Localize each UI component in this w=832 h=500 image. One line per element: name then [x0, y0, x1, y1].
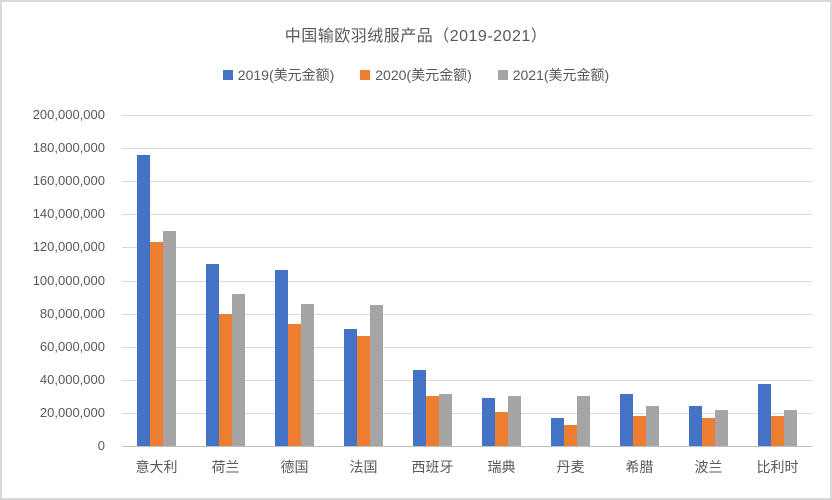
bar-法国-2019 — [344, 329, 358, 446]
y-axis-tick-label: 20,000,000 — [39, 404, 105, 420]
x-axis-category-label: 波兰 — [694, 459, 723, 475]
gridline — [122, 214, 812, 216]
gridline — [122, 115, 812, 116]
legend-marker-icon — [497, 70, 508, 80]
legend-marker-icon — [360, 70, 371, 80]
x-axis-category-label: 丹麦 — [556, 459, 585, 475]
y-axis-tick-label: 200,000,000 — [32, 107, 105, 122]
bar-西班牙-2021 — [438, 393, 452, 446]
bar-比利时-2021 — [783, 409, 797, 446]
bar-希腊-2021 — [645, 406, 659, 446]
bar-法国-2020 — [357, 335, 370, 446]
y-axis-tick-label: 160,000,000 — [32, 173, 105, 189]
x-axis-category-label: 比利时 — [756, 459, 799, 475]
legend: 2019(美元金额) 2020(美元金额) 2021(美元金额) — [2, 65, 830, 85]
x-axis-category-label: 瑞典 — [487, 459, 516, 475]
x-axis-category-label: 西班牙 — [411, 459, 454, 475]
bar-西班牙-2019 — [413, 369, 427, 446]
legend-label: 2019(美元金额) — [237, 67, 335, 83]
bar-荷兰-2020 — [219, 313, 232, 446]
y-axis-tick-label: 60,000,000 — [39, 338, 105, 354]
bar-西班牙-2020 — [426, 396, 439, 446]
y-axis-tick-label: 120,000,000 — [32, 239, 105, 255]
bar-荷兰-2019 — [206, 263, 220, 446]
bar-法国-2021 — [369, 305, 383, 446]
legend-item-2019: 2019(美元金额) — [222, 65, 335, 85]
gridline — [122, 412, 812, 414]
bar-意大利-2019 — [137, 154, 151, 446]
legend-marker-icon — [222, 70, 233, 80]
legend-item-2020: 2020(美元金额) — [360, 65, 472, 85]
gridline — [122, 313, 812, 315]
bar-波兰-2020 — [702, 417, 715, 446]
bar-荷兰-2021 — [231, 293, 245, 446]
y-axis-tick-label: 40,000,000 — [39, 371, 105, 387]
y-axis-tick-label: 0 — [97, 438, 105, 453]
bar-德国-2019 — [275, 269, 289, 446]
bar-瑞典-2019 — [482, 398, 496, 446]
gridline — [122, 346, 812, 348]
legend-label: 2020(美元金额) — [375, 67, 472, 83]
gridline — [122, 247, 812, 249]
gridline — [122, 181, 812, 183]
bar-丹麦-2021 — [576, 396, 590, 446]
bar-德国-2021 — [300, 303, 314, 446]
bar-意大利-2020 — [150, 242, 163, 446]
legend-label: 2021(美元金额) — [512, 67, 610, 83]
gridline — [122, 148, 812, 150]
y-axis-tick-label: 140,000,000 — [32, 206, 105, 222]
bar-比利时-2020 — [771, 416, 784, 446]
bar-希腊-2020 — [633, 416, 646, 446]
bar-德国-2020 — [288, 323, 301, 446]
bar-波兰-2019 — [689, 406, 703, 446]
bar-比利时-2019 — [758, 383, 772, 446]
x-axis-category-label: 法国 — [349, 459, 378, 475]
x-axis-category-label: 希腊 — [625, 459, 654, 475]
y-axis-tick-label: 180,000,000 — [32, 140, 105, 156]
chart-title: 中国输欧羽绒服产品（2019-2021） — [284, 28, 548, 45]
y-axis-tick-label: 80,000,000 — [39, 305, 105, 321]
bar-意大利-2021 — [162, 230, 176, 446]
legend-item-2021: 2021(美元金额) — [497, 65, 610, 85]
bar-希腊-2019 — [620, 393, 634, 446]
bar-瑞典-2021 — [507, 396, 521, 446]
bar-丹麦-2019 — [551, 417, 565, 446]
bar-丹麦-2020 — [564, 424, 577, 446]
gridline — [122, 280, 812, 282]
plot-area — [122, 115, 812, 447]
x-axis-line — [122, 446, 812, 447]
bar-瑞典-2020 — [495, 412, 508, 446]
gridline — [122, 379, 812, 381]
x-axis-category-label: 荷兰 — [211, 459, 240, 475]
x-axis-category-label: 意大利 — [135, 459, 178, 475]
x-axis-category-label: 德国 — [280, 459, 309, 475]
y-axis-tick-label: 100,000,000 — [32, 272, 105, 288]
bar-波兰-2021 — [714, 409, 728, 446]
